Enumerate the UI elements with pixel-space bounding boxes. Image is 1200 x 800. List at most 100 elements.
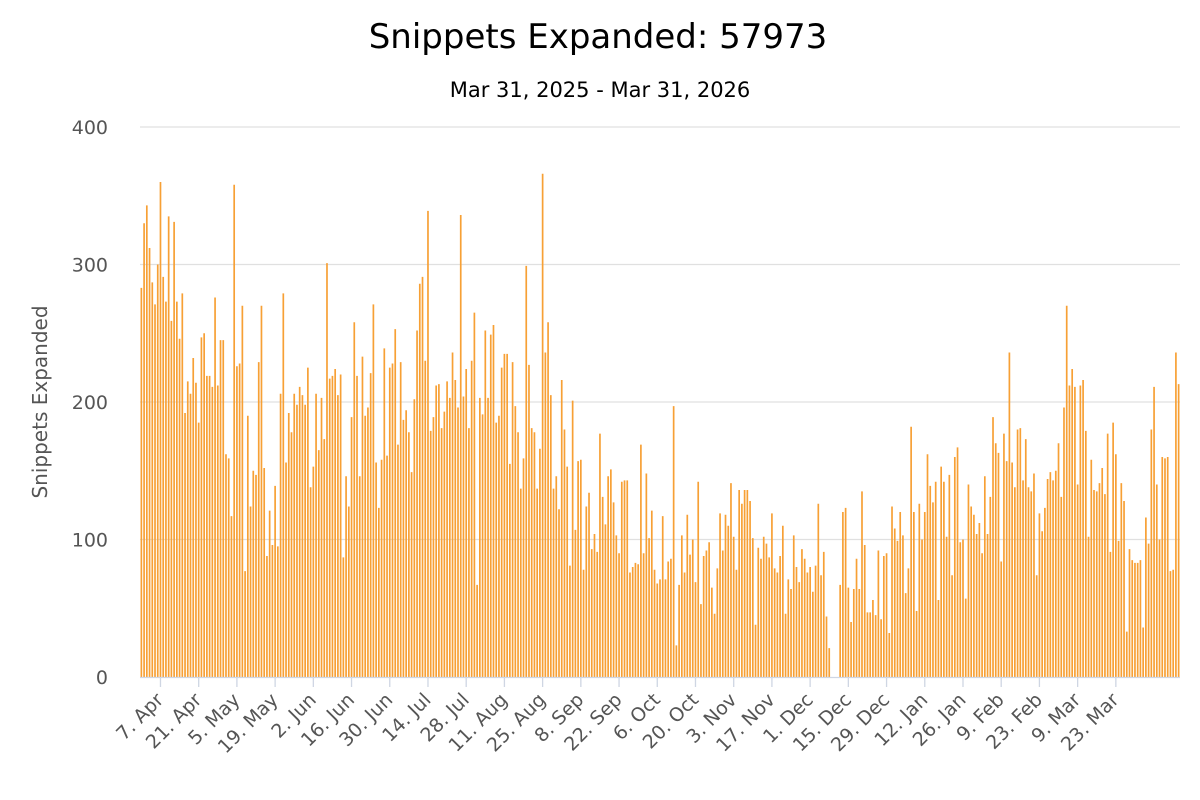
bar[interactable] <box>1166 457 1169 677</box>
bar[interactable] <box>656 583 659 678</box>
bar[interactable] <box>989 496 992 678</box>
bar[interactable] <box>888 633 891 677</box>
bar[interactable] <box>208 375 211 678</box>
bar[interactable] <box>983 476 986 677</box>
bar[interactable] <box>637 564 640 677</box>
bar[interactable] <box>1120 483 1123 678</box>
bar[interactable] <box>634 562 637 678</box>
bar[interactable] <box>255 474 257 678</box>
bar[interactable] <box>943 481 945 677</box>
bar[interactable] <box>178 338 181 677</box>
bar[interactable] <box>842 512 844 677</box>
bar[interactable] <box>151 282 154 678</box>
bar[interactable] <box>1084 430 1087 678</box>
bar[interactable] <box>519 488 522 678</box>
bar[interactable] <box>661 516 664 678</box>
bar[interactable] <box>539 448 541 677</box>
bar[interactable] <box>211 386 214 678</box>
bar[interactable] <box>443 411 446 678</box>
bar[interactable] <box>593 534 596 677</box>
bar[interactable] <box>410 472 413 678</box>
bar[interactable] <box>418 283 421 677</box>
bar[interactable] <box>358 476 361 677</box>
bar[interactable] <box>741 503 743 677</box>
bar[interactable] <box>795 567 798 677</box>
bar[interactable] <box>822 551 825 678</box>
bar[interactable] <box>918 503 921 677</box>
bar[interactable] <box>1145 517 1147 678</box>
bar[interactable] <box>473 312 476 678</box>
bar[interactable] <box>1142 627 1144 678</box>
bar[interactable] <box>260 305 263 677</box>
bar[interactable] <box>577 461 579 678</box>
bar[interactable] <box>1175 352 1177 678</box>
bar[interactable] <box>421 276 424 678</box>
bar[interactable] <box>1000 561 1003 678</box>
bar[interactable] <box>1024 439 1027 678</box>
bar[interactable] <box>776 572 779 678</box>
bar[interactable] <box>383 348 386 678</box>
bar[interactable] <box>435 385 438 678</box>
bar[interactable] <box>162 276 165 678</box>
bar[interactable] <box>1016 429 1019 678</box>
bar[interactable] <box>896 540 899 678</box>
bar[interactable] <box>1147 543 1150 678</box>
bar[interactable] <box>579 459 582 677</box>
bar[interactable] <box>345 476 347 677</box>
bar[interactable] <box>462 396 465 678</box>
bar[interactable] <box>1074 386 1076 678</box>
bar[interactable] <box>369 373 372 678</box>
bar[interactable] <box>517 432 519 677</box>
bar[interactable] <box>350 417 353 678</box>
bar[interactable] <box>233 184 236 677</box>
bar[interactable] <box>626 480 629 678</box>
bar[interactable] <box>915 611 918 677</box>
bar[interactable] <box>397 444 399 678</box>
bar[interactable] <box>959 542 962 677</box>
bar[interactable] <box>498 415 500 677</box>
bar[interactable] <box>1101 468 1104 677</box>
bar[interactable] <box>1177 384 1180 678</box>
bar[interactable] <box>347 506 350 678</box>
bar[interactable] <box>165 301 167 678</box>
bar[interactable] <box>1014 487 1016 677</box>
bar[interactable] <box>380 459 383 677</box>
bar[interactable] <box>468 428 470 678</box>
bar[interactable] <box>298 386 301 678</box>
bar[interactable] <box>620 481 623 677</box>
bar[interactable] <box>852 589 855 677</box>
bar[interactable] <box>323 439 326 678</box>
bar[interactable] <box>962 539 964 678</box>
bar[interactable] <box>429 430 432 678</box>
bar[interactable] <box>552 488 555 678</box>
bar[interactable] <box>509 463 511 678</box>
bar[interactable] <box>192 358 195 677</box>
bar[interactable] <box>402 419 405 678</box>
bar[interactable] <box>569 565 571 678</box>
bar[interactable] <box>367 407 369 678</box>
bar[interactable] <box>1117 540 1120 678</box>
bar[interactable] <box>1155 484 1158 678</box>
bar[interactable] <box>781 525 784 677</box>
bar[interactable] <box>719 513 721 678</box>
bar[interactable] <box>953 457 956 677</box>
bar[interactable] <box>582 569 585 677</box>
bar[interactable] <box>484 330 487 678</box>
bar[interactable] <box>1060 496 1063 678</box>
bar[interactable] <box>285 462 287 678</box>
bar[interactable] <box>1125 631 1128 678</box>
bar[interactable] <box>762 536 765 677</box>
bar[interactable] <box>416 330 418 678</box>
bar[interactable] <box>246 415 249 677</box>
bar[interactable] <box>713 613 716 677</box>
bar[interactable] <box>186 381 189 678</box>
bar[interactable] <box>680 535 683 678</box>
bar[interactable] <box>986 534 989 677</box>
bar[interactable] <box>675 645 678 678</box>
bar[interactable] <box>921 539 923 678</box>
bar[interactable] <box>440 428 443 678</box>
bar[interactable] <box>506 353 508 678</box>
bar[interactable] <box>672 406 675 678</box>
bar[interactable] <box>167 216 170 678</box>
bar[interactable] <box>244 571 246 678</box>
